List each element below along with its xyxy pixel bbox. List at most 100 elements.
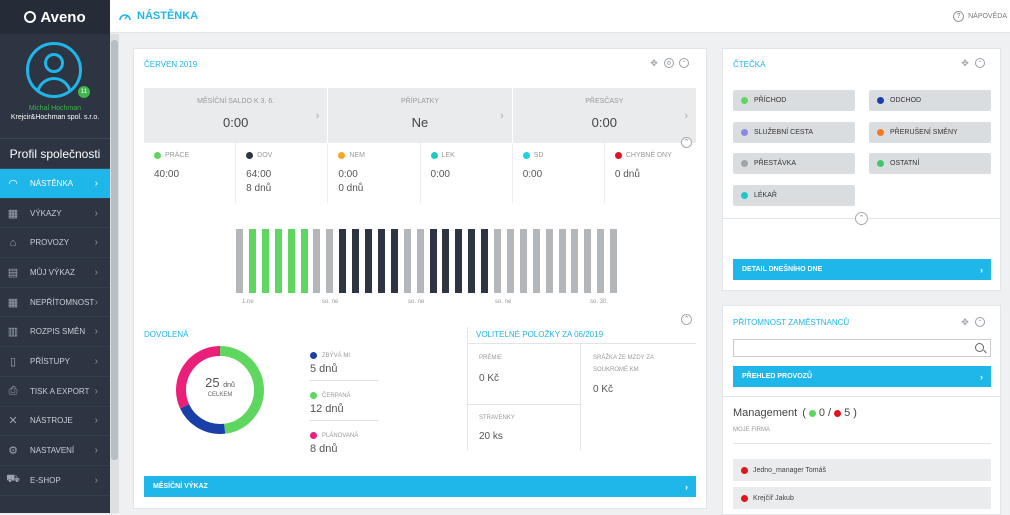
monthly-report-button[interactable]: MĚSÍČNÍ VÝKAZ › bbox=[144, 476, 696, 497]
nav-item-calendar-check[interactable]: ▤ MŮJ VÝKAZ › bbox=[0, 258, 110, 288]
employee-row[interactable]: Krejčíř Jakub bbox=[733, 487, 991, 509]
scrollbar[interactable] bbox=[110, 34, 119, 513]
collapse-icon[interactable]: ⌃ bbox=[975, 58, 985, 68]
day-bar bbox=[455, 229, 463, 293]
legend-label: ČERPANÁ bbox=[322, 392, 351, 399]
printer-icon: ⎙ bbox=[8, 384, 18, 397]
nav-item-home[interactable]: ⌂ PROVOZY › bbox=[0, 228, 110, 259]
day-bar bbox=[597, 229, 605, 293]
chevron-right-icon: › bbox=[94, 326, 98, 338]
category-hours: 0:00 bbox=[522, 169, 543, 180]
group-heading[interactable]: Management ( 0 / 5 ) bbox=[733, 407, 857, 419]
collapse-icon[interactable]: ⌃ bbox=[679, 58, 689, 68]
calendar-grid-icon: ▦ bbox=[7, 296, 19, 309]
reader-button-3[interactable]: PŘERUŠENÍ SMĚNY bbox=[869, 121, 991, 143]
workplace-overview-button[interactable]: PŘEHLED PROVOZŮ › bbox=[733, 366, 991, 387]
scrollbar-thumb[interactable] bbox=[111, 40, 118, 460]
collapse-icon[interactable]: ⌃ bbox=[975, 317, 985, 327]
summary-value: Ne bbox=[411, 115, 429, 130]
category-hours: 0 dnů bbox=[614, 169, 640, 180]
day-bar bbox=[519, 229, 527, 293]
day-bar bbox=[429, 229, 437, 293]
move-icon[interactable]: ✥ bbox=[650, 57, 658, 68]
reader-button-5[interactable]: OSTATNÍ bbox=[869, 153, 991, 174]
reader-button-1[interactable]: ODCHOD bbox=[869, 90, 991, 111]
app-logo[interactable]: Aveno bbox=[0, 0, 110, 34]
donut-segment bbox=[176, 346, 264, 434]
nav-item-door[interactable]: ▯ PŘÍSTUPY › bbox=[0, 347, 110, 377]
user-name: Michal Hochman bbox=[28, 105, 82, 112]
reader-button-2[interactable]: SLUŽEBNÍ CESTA bbox=[733, 121, 855, 143]
day-tick: 1.ne bbox=[242, 299, 254, 305]
help-icon: ? bbox=[953, 10, 965, 22]
premie-label: PRÉMIE bbox=[479, 355, 503, 361]
category-header: DOV bbox=[246, 152, 327, 159]
day-bars-chart bbox=[236, 229, 618, 293]
category-dot bbox=[522, 152, 530, 159]
notification-badge[interactable]: 11 bbox=[78, 86, 90, 98]
reader-button-4[interactable]: PŘESTÁVKA bbox=[733, 153, 855, 174]
help-link[interactable]: ? NÁPOVĚDA bbox=[953, 10, 1007, 22]
summary-item[interactable]: PŘESČASY 0:00 › bbox=[513, 88, 696, 143]
company-profile-link[interactable]: Profil společnosti bbox=[0, 138, 110, 169]
collapse-reader-icon[interactable]: ⌃ bbox=[855, 212, 868, 225]
reader-button-label: LÉKAŘ bbox=[754, 191, 777, 199]
summary-label: MĚSÍČNÍ SALDO K 3. 6. bbox=[197, 98, 275, 105]
category-value: 64:00 8 dnů bbox=[246, 168, 327, 196]
settings-icon[interactable]: ⚙ bbox=[664, 58, 674, 68]
nav-item-calendar[interactable]: ▦ VÝKAZY › bbox=[0, 199, 110, 229]
nav-item-printer[interactable]: ⎙ TISK A EXPORT › bbox=[0, 377, 110, 407]
vacation-donut bbox=[176, 346, 264, 434]
monthly-report-label: MĚSÍČNÍ VÝKAZ bbox=[153, 483, 208, 490]
user-profile[interactable]: 11 Michal Hochman Krejcir&Hochman spol. … bbox=[0, 34, 110, 138]
page-title: NÁSTĚNKA bbox=[119, 10, 198, 22]
present-count: 0 bbox=[818, 407, 826, 419]
category-label: DOV bbox=[257, 152, 273, 159]
nav-item-gear[interactable]: ⚙ NASTAVENÍ › bbox=[0, 436, 110, 466]
day-bar bbox=[261, 229, 269, 293]
nav-item-table[interactable]: ▥ ROZPIS SMĚN › bbox=[0, 317, 110, 348]
door-icon: ▯ bbox=[9, 355, 17, 368]
move-icon[interactable]: ✥ bbox=[961, 57, 969, 68]
legend-divider bbox=[310, 420, 378, 421]
day-detail-button[interactable]: DETAIL DNEŠNÍHO DNE › bbox=[733, 259, 991, 280]
nav-item-calendar-grid[interactable]: ▦ NEPŘÍTOMNOST › bbox=[0, 288, 110, 318]
nav-item-label: TISK A EXPORT bbox=[30, 386, 90, 396]
day-tick: so. ne bbox=[322, 299, 339, 305]
stravenky-value: 20 ks bbox=[479, 431, 503, 442]
category-row: PRÁCE 40:00 DOV 64:00 8 dnů NEM 0:00 0 dnů LEK 0:… bbox=[144, 143, 696, 203]
collapse-summary-icon[interactable]: ⌃ bbox=[681, 137, 692, 148]
reader-button-0[interactable]: PŘÍCHOD bbox=[733, 90, 855, 111]
move-icon[interactable]: ✥ bbox=[961, 316, 969, 327]
summary-item[interactable]: MĚSÍČNÍ SALDO K 3. 6. 0:00 › bbox=[144, 88, 329, 143]
reader-button-6[interactable]: LÉKAŘ bbox=[733, 184, 855, 206]
chevron-right-icon: › bbox=[94, 385, 98, 397]
summary-item[interactable]: PŘÍPLATKY Ne › bbox=[328, 88, 513, 143]
category-hours: 40:00 bbox=[154, 169, 180, 180]
category-days: 8 dnů bbox=[246, 183, 272, 194]
employee-search-input[interactable] bbox=[733, 339, 991, 357]
calendar-icon: ▦ bbox=[7, 207, 19, 220]
nav-item-tools[interactable]: ✕ NÁSTROJE › bbox=[0, 407, 110, 437]
nav-item-label: VÝKAZY bbox=[30, 208, 62, 218]
employee-row[interactable]: Jedno_manager Tomáš bbox=[733, 459, 991, 481]
category-label: PRÁCE bbox=[165, 152, 190, 159]
category-4: SD 0:00 bbox=[513, 143, 605, 203]
legend-value: 5 dnů bbox=[310, 363, 338, 375]
category-label: NEM bbox=[349, 152, 365, 159]
category-header: LEK bbox=[430, 152, 512, 159]
home-icon: ⌂ bbox=[9, 236, 17, 249]
avatar[interactable] bbox=[26, 42, 82, 98]
collapse-chart-icon[interactable]: ⌃ bbox=[681, 314, 692, 325]
table-icon: ▥ bbox=[7, 326, 19, 339]
nav-item-label: NÁSTROJE bbox=[30, 416, 73, 426]
nav-item-dashboard[interactable]: ◠ NÁSTĚNKA › bbox=[0, 169, 110, 199]
nav-item-label: NÁSTĚNKA bbox=[30, 178, 74, 188]
day-bar bbox=[313, 229, 321, 293]
day-bar bbox=[532, 229, 540, 293]
nav-item-cart[interactable]: ⛟ E-SHOP › bbox=[0, 466, 110, 496]
day-bar bbox=[610, 229, 618, 293]
nav-item-label: NEPŘÍTOMNOST bbox=[30, 297, 95, 307]
category-5: CHYBNÉ DNY 0 dnů bbox=[605, 143, 696, 203]
reader-button-label: PŘERUŠENÍ SMĚNY bbox=[890, 128, 958, 136]
